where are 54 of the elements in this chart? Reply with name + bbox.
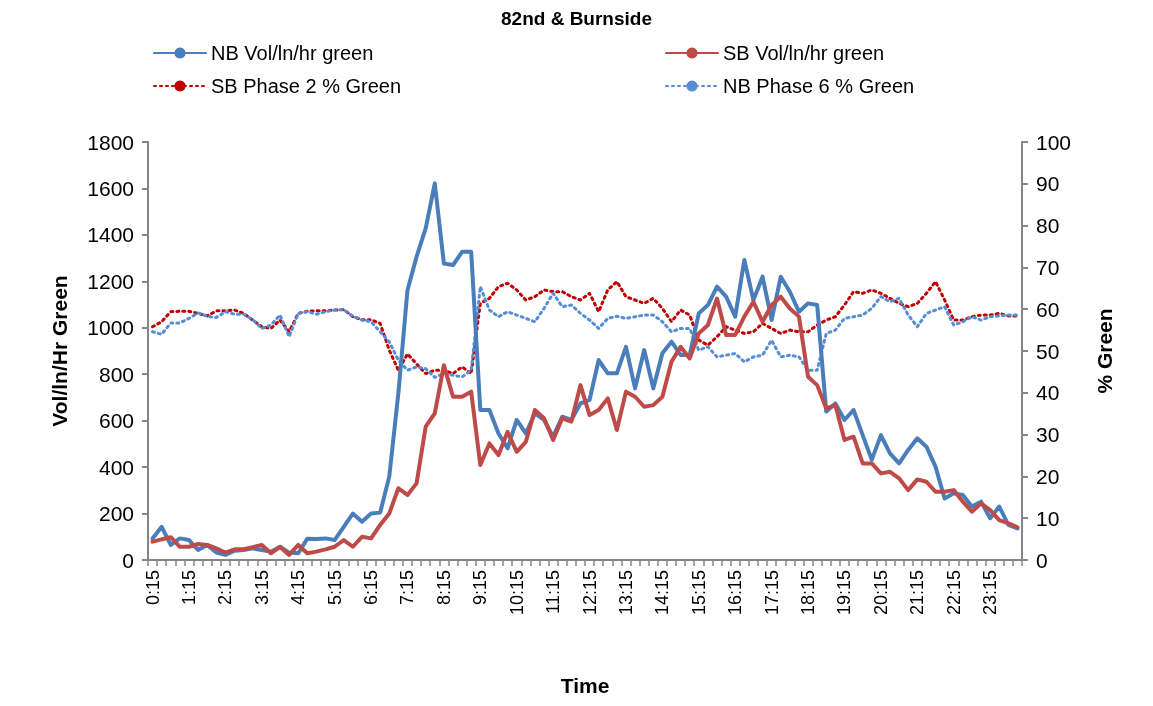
x-axis-title: Time xyxy=(560,674,610,697)
y2-tick-label: 70 xyxy=(1036,255,1060,279)
y2-tick-label: 10 xyxy=(1036,506,1060,530)
chart-title: 82nd & Burnside xyxy=(501,8,652,29)
y-tick-label: 600 xyxy=(98,409,134,433)
legend-label: SB Phase 2 % Green xyxy=(211,75,402,97)
y2-tick-label: 50 xyxy=(1036,339,1060,363)
x-tick-label: 17:15 xyxy=(761,570,782,616)
x-tick-label: 1:15 xyxy=(178,570,199,606)
x-tick-label: 7:15 xyxy=(397,570,418,606)
y2-tick-label: 80 xyxy=(1036,214,1060,238)
legend-label: NB Phase 6 % Green xyxy=(723,75,915,97)
x-tick-label: 0:15 xyxy=(142,570,163,606)
x-tick-label: 20:15 xyxy=(870,570,891,616)
x-tick-label: 5:15 xyxy=(324,570,345,606)
x-tick-label: 3:15 xyxy=(251,570,272,606)
x-tick-label: 13:15 xyxy=(615,570,636,616)
x-tick-label: 9:15 xyxy=(470,570,491,606)
x-tick-label: 4:15 xyxy=(288,570,309,606)
x-tick-label: 14:15 xyxy=(652,570,673,616)
line-series xyxy=(150,294,1020,557)
x-tick-label: 16:15 xyxy=(725,570,746,616)
x-tick-label: 18:15 xyxy=(798,570,819,616)
y2-tick-label: 40 xyxy=(1036,381,1060,405)
y-tick-label: 800 xyxy=(98,362,134,386)
y-tick-label: 200 xyxy=(98,502,134,526)
x-tick-label: 6:15 xyxy=(361,570,382,606)
legend-label: NB Vol/ln/hr green xyxy=(211,42,374,64)
y2-tick-label: 20 xyxy=(1036,464,1060,488)
y-tick-label: 1800 xyxy=(87,130,134,154)
x-tick-label: 11:15 xyxy=(543,570,564,614)
y-tick-label: 1600 xyxy=(87,176,134,200)
x-tick-label: 22:15 xyxy=(943,570,964,616)
y-tick-label: 1400 xyxy=(87,223,134,247)
y-axis-title: Vol/ln/Hr Green xyxy=(48,275,71,427)
x-tick-label: 21:15 xyxy=(907,570,928,616)
y2-tick-label: 0 xyxy=(1036,548,1048,572)
x-tick-label: 2:15 xyxy=(215,570,236,606)
x-tick-label: 23:15 xyxy=(980,570,1001,616)
x-tick-label: 10:15 xyxy=(506,570,527,616)
x-tick-label: 15:15 xyxy=(688,570,709,616)
x-tick-label: 8:15 xyxy=(433,570,454,606)
y-tick-label: 1000 xyxy=(87,316,134,340)
y-tick-label: 400 xyxy=(98,455,134,479)
y2-tick-label: 30 xyxy=(1036,423,1060,447)
y2-tick-label: 100 xyxy=(1036,130,1072,154)
legend-label: SB Vol/ln/hr green xyxy=(723,42,885,64)
y2-axis-title: % Green xyxy=(1093,308,1116,394)
y-tick-label: 1200 xyxy=(87,269,134,293)
y2-tick-label: 90 xyxy=(1036,172,1060,196)
y-tick-label: 0 xyxy=(122,548,134,572)
x-tick-label: 12:15 xyxy=(579,570,600,616)
y2-tick-label: 60 xyxy=(1036,297,1060,321)
x-tick-label: 19:15 xyxy=(834,570,855,616)
